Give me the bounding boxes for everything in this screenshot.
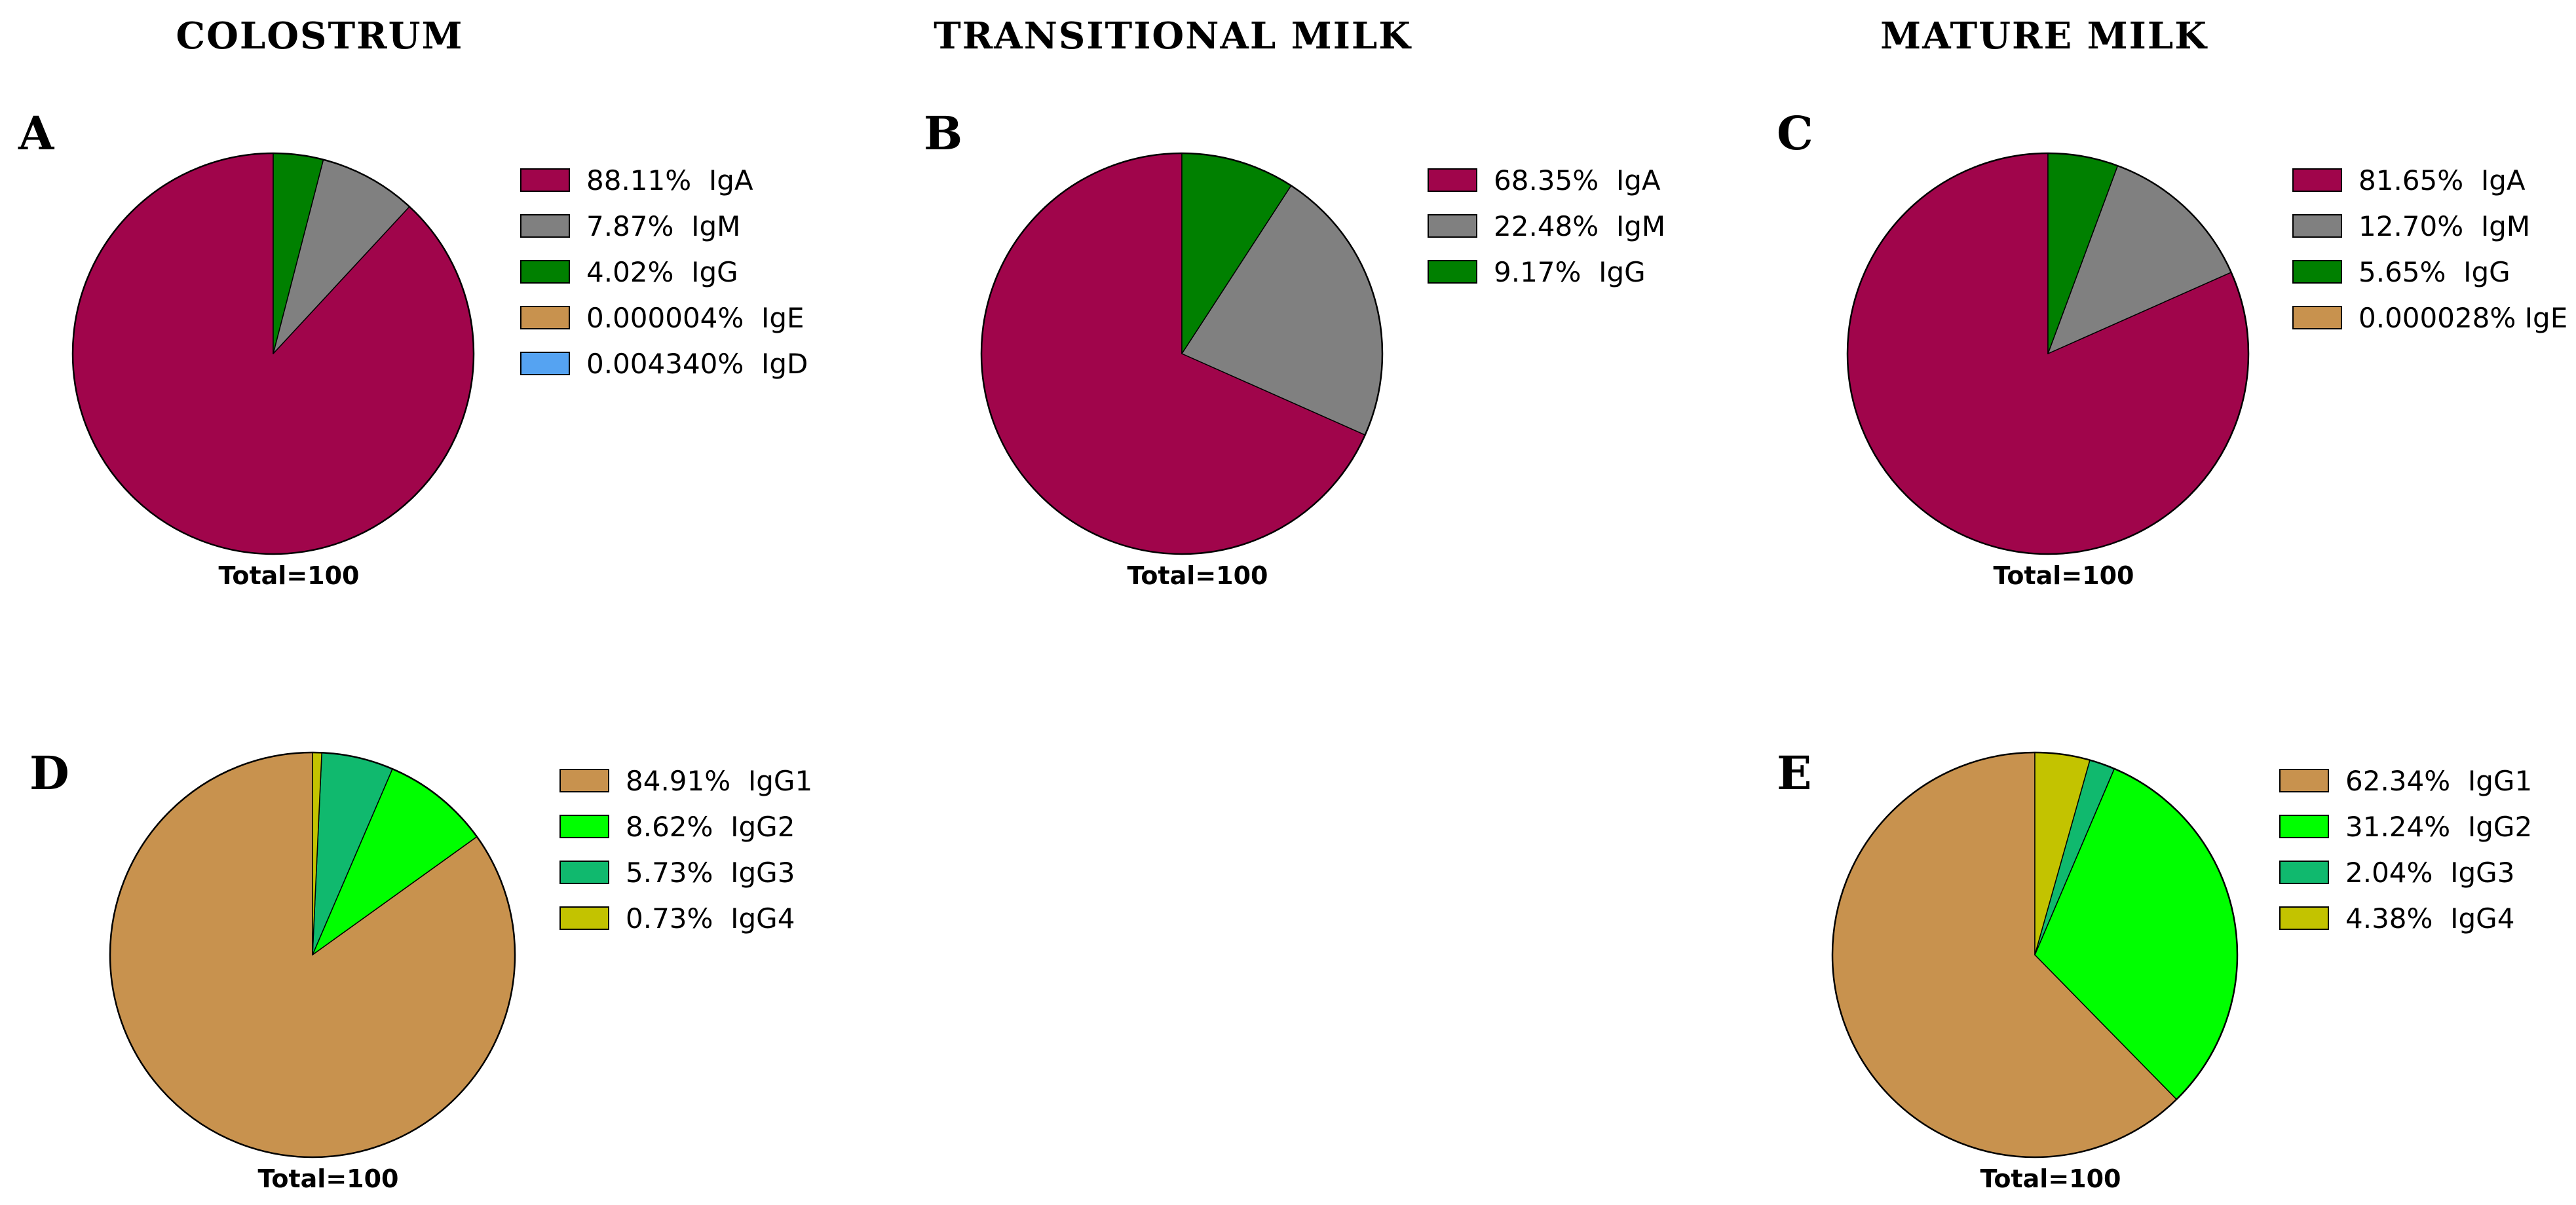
legend-label-b-igg: 9.17% IgG (1494, 256, 1646, 288)
legend-swatch-b-igg (1428, 260, 1477, 284)
legend-label-a-igm: 7.87% IgM (586, 210, 740, 242)
pie-outline-b (980, 152, 1384, 555)
legend-swatch-a-igm (520, 214, 570, 238)
legend-swatch-d-igg1 (559, 769, 609, 792)
legend-label-e-igg4: 4.38% IgG4 (2345, 902, 2514, 935)
column-title-colostrum: COLOSTRUM (176, 14, 464, 58)
panel-letter-a: A (18, 106, 55, 160)
legend-swatch-b-iga (1428, 168, 1477, 192)
panel-letter-e: E (1777, 746, 1811, 800)
panel-letter-d: D (29, 746, 69, 800)
legend-label-c-igg: 5.65% IgG (2358, 256, 2510, 288)
panel-letter-b: B (924, 106, 962, 160)
panel-letter-c: C (1777, 106, 1813, 160)
pie-outline-a (71, 152, 475, 555)
total-label-b: Total=100 (1127, 561, 1268, 590)
legend-label-a-igg: 4.02% IgG (586, 256, 738, 288)
legend-label-c-igm: 12.70% IgM (2358, 210, 2530, 242)
total-label-e: Total=100 (1980, 1164, 2121, 1193)
legend-swatch-a-ige (520, 306, 570, 329)
legend-label-a-iga: 88.11% IgA (586, 164, 753, 196)
pie-chart-panel-d: D Total=100 84.91% IgG1 8.62% IgG2 5.73% IgG… (29, 746, 812, 1193)
legend-label-e-igg1: 62.34% IgG1 (2345, 765, 2532, 797)
total-label-a: Total=100 (219, 561, 360, 590)
legend-swatch-e-igg3 (2279, 861, 2329, 884)
column-title-mature-milk: MATURE MILK (1880, 14, 2208, 58)
legend-label-c-iga: 81.65% IgA (2358, 164, 2526, 196)
legend-swatch-c-iga (2292, 168, 2342, 192)
legend-swatch-a-iga (520, 168, 570, 192)
legend-swatch-c-ige (2292, 306, 2342, 329)
legend-swatch-d-igg4 (559, 906, 609, 930)
legend-swatch-e-igg4 (2279, 906, 2329, 930)
legend-label-d-igg4: 0.73% IgG4 (626, 902, 795, 935)
legend-swatch-e-igg1 (2279, 769, 2329, 792)
total-label-c: Total=100 (1994, 561, 2134, 590)
legend-label-b-iga: 68.35% IgA (1494, 164, 1661, 196)
pie-chart-panel-b: B Total=100 68.35% IgA 22.48% IgM 9.17% IgG (924, 106, 1665, 590)
legend-label-d-igg3: 5.73% IgG3 (626, 857, 795, 889)
legend-label-a-ige: 0.000004% IgE (586, 302, 805, 334)
legend-label-d-igg1: 84.91% IgG1 (626, 765, 812, 797)
pie-chart-panel-e: E Total=100 62.34% IgG1 31.24% IgG2 2.04% Ig… (1777, 746, 2532, 1193)
pie-chart-panel-c: C Total=100 81.65% IgA 12.70% IgM 5.65% IgG 0… (1777, 106, 2567, 590)
pie-chart-panel-a: A Total=100 88.11% IgA 7.87% IgM 4.02% IgG 0.… (18, 106, 808, 590)
pie-outline-e (1831, 751, 2239, 1159)
legend-label-d-igg2: 8.62% IgG2 (626, 811, 795, 843)
legend-label-b-igm: 22.48% IgM (1494, 210, 1665, 242)
legend-swatch-e-igg2 (2279, 815, 2329, 838)
legend-label-a-igd: 0.004340% IgD (586, 348, 808, 380)
legend-swatch-a-igd (520, 352, 570, 375)
legend-swatch-b-igm (1428, 214, 1477, 238)
pie-outline-c (1846, 152, 2250, 555)
legend-swatch-c-igg (2292, 260, 2342, 284)
legend-swatch-c-igm (2292, 214, 2342, 238)
total-label-d: Total=100 (258, 1164, 399, 1193)
legend-swatch-d-igg2 (559, 815, 609, 838)
legend-label-e-igg2: 31.24% IgG2 (2345, 811, 2532, 843)
legend-swatch-a-igg (520, 260, 570, 284)
legend-swatch-d-igg3 (559, 861, 609, 884)
column-title-transitional-milk: TRANSITIONAL MILK (934, 14, 1412, 58)
legend-label-c-ige: 0.000028% IgE (2358, 302, 2567, 334)
legend-label-e-igg3: 2.04% IgG3 (2345, 857, 2514, 889)
pie-outline-d (109, 751, 516, 1159)
